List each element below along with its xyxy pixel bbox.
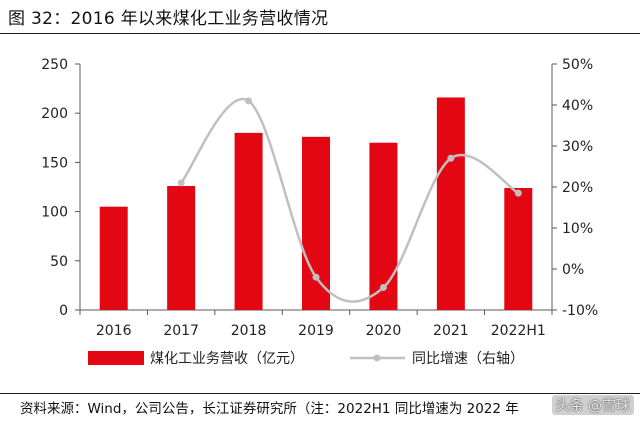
x-tick-label: 2017 [163, 323, 199, 339]
right-tick-label: -10% [562, 303, 598, 319]
growth-point-2019 [312, 273, 320, 281]
growth-point-2020 [379, 283, 387, 291]
bar-revenue-2020 [369, 142, 398, 310]
right-tick-label: 50% [562, 57, 593, 73]
bar-revenue-2016 [99, 206, 128, 310]
right-tick-label: 10% [562, 221, 593, 237]
bar-revenue-2021 [436, 97, 465, 311]
left-tick-label: 100 [41, 205, 68, 221]
growth-point-2022H1 [514, 189, 522, 197]
right-tick-label: 0% [562, 262, 584, 278]
watermark: 头条 @雪球 [551, 395, 634, 415]
growth-line [180, 97, 519, 303]
x-tick-label: 2021 [433, 323, 469, 339]
left-tick-label: 50 [50, 254, 68, 270]
bar-revenue-2019 [302, 136, 330, 310]
left-tick-label: 0 [59, 303, 68, 319]
source-divider [0, 393, 640, 394]
growth-point-2017 [177, 179, 185, 187]
growth-point-2021 [447, 154, 455, 162]
x-tick-label: 2022H1 [491, 323, 546, 339]
left-tick-label: 200 [41, 106, 68, 122]
bar-revenue-2018 [234, 132, 263, 310]
growth-point-2018 [245, 97, 253, 105]
legend-line-marker [373, 354, 381, 362]
figure-title: 图 32：2016 年以来煤化工业务营收情况 [8, 9, 329, 29]
x-tick-label: 2020 [366, 323, 402, 339]
source-note: 资料来源：Wind，公司公告，长江证券研究所（注：2022H1 同比增速为 20… [20, 401, 519, 417]
right-tick-label: 20% [562, 180, 593, 196]
right-tick-label: 30% [562, 139, 593, 155]
legend-bar-swatch [88, 351, 144, 365]
left-tick-label: 250 [41, 57, 68, 73]
x-tick-label: 2016 [96, 323, 132, 339]
legend-line-label: 同比增速（右轴） [412, 351, 524, 367]
bar-revenue-2017 [167, 186, 196, 310]
right-tick-label: 40% [562, 98, 593, 114]
x-tick-label: 2019 [298, 323, 334, 339]
bar-revenue-2022H1 [504, 187, 533, 310]
x-tick-label: 2018 [231, 323, 267, 339]
legend-bar-label: 煤化工业务营收（亿元） [150, 351, 304, 367]
title-divider [0, 33, 640, 34]
left-tick-label: 150 [41, 155, 68, 171]
